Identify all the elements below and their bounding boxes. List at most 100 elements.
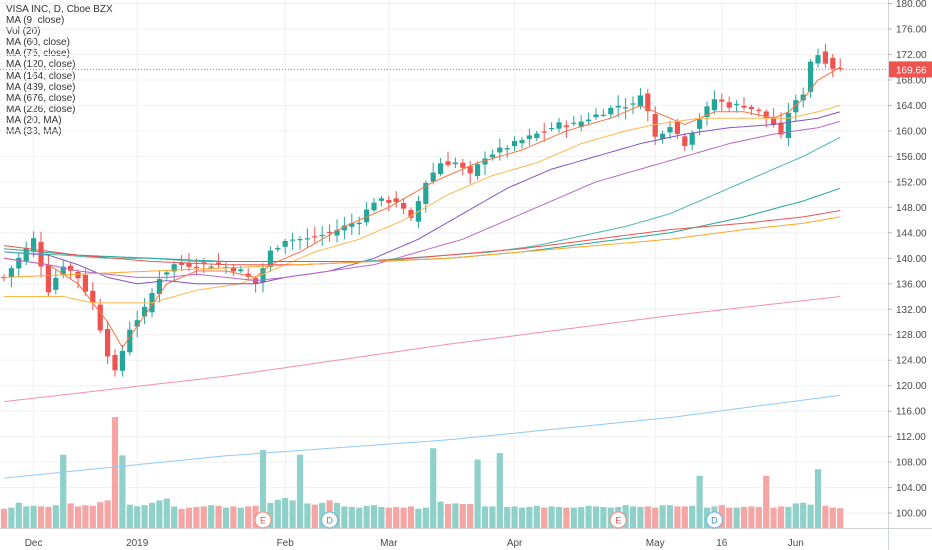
- candle-body: [127, 329, 133, 353]
- price-tick-label: 100.00: [896, 509, 927, 520]
- candle-body: [475, 164, 481, 177]
- volume-bar: [452, 503, 459, 528]
- volume-bar: [511, 506, 518, 528]
- event-marker: [609, 511, 627, 529]
- ma-line: [3, 66, 841, 349]
- volume-bar: [652, 507, 659, 528]
- candle-body: [534, 133, 540, 139]
- price-tick-label: 144.00: [896, 228, 927, 239]
- volume-bar: [585, 505, 592, 528]
- volume-bar: [437, 501, 444, 528]
- volume-bar: [15, 502, 22, 528]
- volume-bar: [755, 507, 762, 528]
- price-tick-label: 140.00: [896, 254, 927, 265]
- candle-body: [319, 234, 325, 237]
- volume-bar: [489, 506, 496, 528]
- legend-title: VISA INC, D, Cboe BZX: [6, 4, 113, 15]
- candle-body: [600, 114, 606, 116]
- volume-bar: [726, 507, 733, 528]
- ma-line: [4, 104, 841, 304]
- volume-bar: [696, 475, 703, 528]
- legend-ma-164: MA (164, close): [6, 70, 76, 82]
- candle-body: [1, 277, 7, 279]
- volume-bar: [341, 506, 348, 528]
- volume-bar: [415, 508, 422, 528]
- ma-line: [3, 111, 841, 285]
- candle-body: [371, 202, 377, 211]
- candle-body: [386, 199, 392, 203]
- candle-body: [75, 271, 81, 279]
- volume-bar: [171, 506, 178, 528]
- candles: [1, 43, 843, 377]
- event-marker: [705, 511, 723, 529]
- candle-body: [793, 100, 799, 113]
- time-tick-label: Jun: [788, 538, 804, 549]
- candle-body: [356, 222, 362, 225]
- volume-bar: [733, 507, 740, 528]
- candle-body: [260, 268, 266, 283]
- volume-bar: [222, 507, 230, 528]
- candle-body: [615, 105, 621, 108]
- candle-body: [112, 354, 118, 371]
- candle-body: [312, 236, 318, 238]
- candle-body: [660, 133, 666, 139]
- candle-body: [837, 67, 843, 70]
- candle-body: [748, 106, 754, 110]
- volume-bar: [319, 502, 326, 528]
- moving-averages: [3, 66, 841, 479]
- candle-body: [623, 107, 629, 109]
- candle-body: [704, 106, 710, 118]
- candle-body: [423, 182, 429, 204]
- ma-line: [3, 296, 841, 403]
- event-marker: [254, 511, 272, 529]
- volume-bar: [814, 469, 822, 528]
- volume-bar: [430, 448, 437, 528]
- candle-body: [556, 122, 562, 129]
- volume-bar: [637, 507, 644, 528]
- volume-bar: [111, 417, 119, 528]
- volume-bar: [156, 500, 163, 528]
- candle-body: [763, 111, 769, 119]
- candle-body: [23, 247, 29, 261]
- volume-bar: [740, 507, 748, 528]
- price-tick-label: 112.00: [896, 432, 926, 443]
- candle-body: [822, 51, 828, 64]
- volume-bar: [400, 507, 407, 528]
- volume-bar: [792, 503, 799, 528]
- volume-bar: [807, 504, 814, 528]
- volume-bar: [45, 507, 52, 528]
- volume-bar: [407, 506, 415, 528]
- volume-bar: [82, 505, 89, 528]
- volume-bar: [770, 507, 777, 528]
- volume-bar: [237, 507, 244, 528]
- volume-bar: [570, 507, 577, 528]
- candle-body: [541, 131, 547, 133]
- candle-body: [393, 198, 399, 203]
- price-tick-label: 124.00: [896, 356, 927, 367]
- candle-body: [90, 290, 96, 303]
- volume-bar: [578, 507, 585, 528]
- candle-body: [8, 268, 14, 278]
- volume-bar: [333, 502, 341, 528]
- candle-body: [586, 119, 592, 122]
- candle-body: [674, 121, 680, 134]
- price-tick-label: 120.00: [896, 381, 927, 392]
- price-tick-label: 148.00: [896, 203, 927, 214]
- volume-bar: [385, 507, 392, 528]
- ma-line: [3, 210, 841, 266]
- candle-body: [489, 154, 495, 158]
- candle-body: [467, 166, 473, 174]
- candle-body: [193, 266, 199, 269]
- volume-bar: [592, 506, 600, 528]
- volume-bar: [60, 454, 67, 528]
- price-tick-label: 136.00: [896, 279, 927, 290]
- volume-bar: [474, 459, 481, 528]
- time-tick-label: Feb: [277, 538, 295, 549]
- volume-bar: [289, 500, 296, 528]
- time-tick-label: 16: [716, 538, 728, 549]
- volume-bar: [259, 450, 267, 528]
- candle-body: [563, 125, 569, 128]
- candle-body: [497, 147, 503, 153]
- candle-body: [808, 61, 814, 92]
